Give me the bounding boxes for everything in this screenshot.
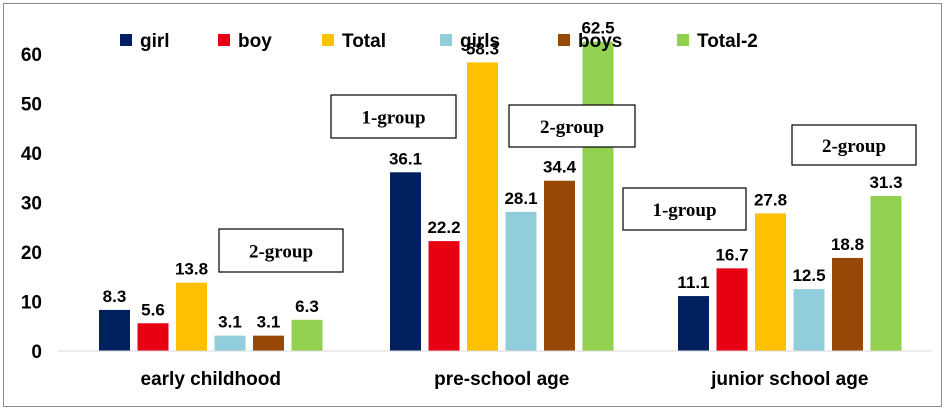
y-tick-label: 50 — [21, 95, 42, 116]
bar-girls-junior-school-age — [793, 289, 825, 351]
data-label: 31.3 — [869, 173, 902, 192]
data-label: 8.3 — [103, 287, 127, 306]
y-tick-label: 60 — [21, 45, 42, 66]
bar-girl-pre-school-age — [390, 172, 421, 351]
legend-item-total: Total — [322, 31, 386, 52]
bar-total-junior-school-age — [755, 213, 786, 351]
legend-swatch — [120, 34, 132, 46]
legend-label: Total-2 — [697, 31, 758, 52]
data-label: 6.3 — [295, 297, 319, 316]
annotation-label: 2-group — [249, 242, 313, 263]
y-tick-label: 10 — [21, 293, 42, 314]
legend-item-total-2: Total-2 — [677, 31, 758, 52]
data-label: 13.8 — [175, 260, 208, 279]
annotation-label: 2-group — [540, 117, 604, 138]
legend-label: girls — [460, 31, 500, 52]
legend-swatch — [677, 34, 689, 46]
annotation-box: 2-group — [791, 124, 917, 166]
annotation-box: 2-group — [218, 228, 344, 273]
annotation-label: 2-group — [822, 136, 886, 157]
bar-boy-pre-school-age — [428, 241, 460, 351]
data-label: 34.4 — [543, 158, 577, 177]
legend-swatch — [558, 34, 570, 46]
category-label: pre-school age — [434, 369, 569, 390]
legend-label: Total — [342, 31, 386, 52]
bar-girls-pre-school-age — [505, 211, 537, 351]
data-label: 12.5 — [792, 266, 825, 285]
data-label: 36.1 — [389, 149, 422, 168]
annotation-box: 1-group — [330, 94, 457, 139]
legend-label: boys — [578, 31, 622, 52]
y-tick-label: 20 — [21, 243, 42, 264]
annotation-frame — [622, 187, 747, 231]
category-label: early childhood — [141, 369, 281, 390]
annotation-frame — [791, 124, 917, 166]
category-label: junior school age — [710, 369, 868, 390]
data-label: 3.1 — [218, 313, 242, 332]
bar-boys-early-childhood — [253, 335, 284, 351]
legend-swatch — [322, 34, 334, 46]
annotation-frame — [218, 228, 344, 273]
bar-boy-early-childhood — [137, 323, 169, 351]
data-label: 5.6 — [141, 300, 165, 319]
data-label: 16.7 — [715, 245, 748, 264]
annotation-frame — [508, 104, 636, 148]
bar-total-2-pre-school-age — [582, 41, 614, 351]
legend-label: boy — [238, 31, 272, 52]
annotation-frame — [330, 94, 457, 139]
legend-item-girl: girl — [120, 31, 170, 52]
y-tick-label: 30 — [21, 194, 42, 215]
bar-boy-junior-school-age — [716, 268, 748, 351]
bar-total-pre-school-age — [467, 62, 498, 351]
bar-girl-junior-school-age — [678, 296, 709, 351]
data-label: 62.5 — [581, 19, 614, 38]
y-tick-label: 40 — [21, 144, 42, 165]
data-label: 58.3 — [466, 39, 499, 58]
legend-swatch — [440, 34, 452, 46]
legend-label: girl — [140, 31, 170, 52]
bar-girls-early-childhood — [214, 335, 246, 351]
annotation-box: 1-group — [622, 187, 747, 231]
bar-boys-junior-school-age — [832, 257, 863, 351]
data-label: 27.8 — [754, 190, 787, 209]
annotation-box: 2-group — [508, 104, 636, 148]
legend-item-boys: boys — [558, 31, 622, 52]
data-label: 3.1 — [257, 313, 281, 332]
data-label: 11.1 — [677, 273, 709, 292]
bar-total-2-junior-school-age — [870, 196, 902, 351]
annotation-label: 1-group — [652, 200, 716, 221]
legend-item-girls: girls — [440, 31, 500, 52]
data-label: 22.2 — [427, 218, 460, 237]
y-tick-label: 0 — [31, 342, 42, 363]
bar-girl-early-childhood — [99, 309, 130, 351]
annotation-label: 1-group — [361, 108, 425, 129]
bar-total-2-early-childhood — [291, 319, 323, 351]
bar-boys-pre-school-age — [544, 180, 575, 351]
data-label: 18.8 — [831, 235, 864, 254]
data-label: 28.1 — [504, 189, 537, 208]
legend-item-boy: boy — [218, 31, 272, 52]
legend-swatch — [218, 34, 230, 46]
bar-total-early-childhood — [176, 282, 207, 351]
